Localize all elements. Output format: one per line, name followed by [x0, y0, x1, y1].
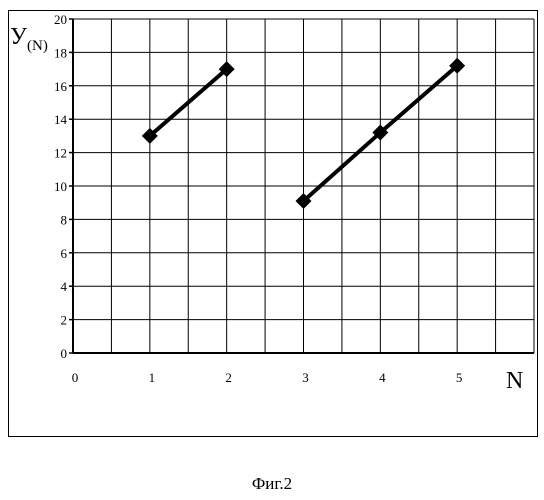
x-tick-label: 0	[72, 370, 79, 385]
y-tick-label: 8	[61, 212, 68, 227]
x-tick-label: 2	[225, 370, 232, 385]
y-axis-label-sub: (N)	[27, 38, 48, 54]
y-tick-label: 12	[54, 146, 67, 161]
y-tick-label: 6	[61, 246, 68, 261]
axis-labels: У(N) N	[10, 24, 523, 394]
y-axis-label-main: У	[10, 24, 27, 50]
x-tick-label: 5	[456, 370, 463, 385]
x-tick-label: 4	[379, 370, 386, 385]
y-tick-label: 0	[61, 346, 68, 361]
x-tick-label: 3	[302, 370, 309, 385]
y-tick-label: 14	[54, 112, 68, 127]
y-tick-label: 10	[54, 179, 67, 194]
y-tick-label: 2	[61, 313, 68, 328]
y-tick-label: 4	[61, 279, 68, 294]
y-tick-label: 16	[54, 79, 68, 94]
figure-caption: Фиг.2	[0, 474, 544, 494]
grid	[73, 19, 534, 353]
x-tick-label: 1	[149, 370, 156, 385]
tick-labels: 02468101214161820012345	[54, 12, 462, 385]
x-axis-label: N	[506, 368, 523, 394]
y-tick-label: 18	[54, 45, 67, 60]
y-axis-label: У(N)	[10, 24, 48, 54]
y-tick-label: 20	[54, 12, 67, 27]
